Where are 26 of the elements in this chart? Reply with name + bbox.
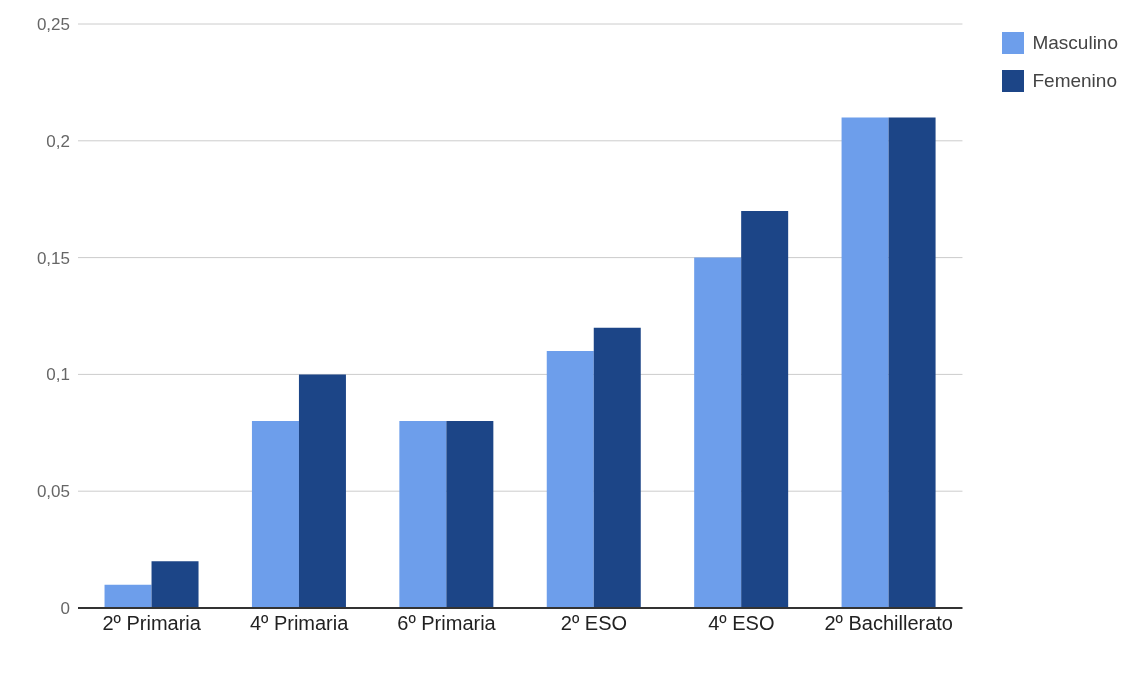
bar [841, 117, 889, 608]
bar [888, 117, 936, 608]
x-tick-label: 6º Primaria [397, 612, 497, 635]
bar [298, 374, 346, 608]
bar [694, 257, 742, 608]
bar [104, 584, 152, 608]
y-tick-label: 0,2 [46, 131, 70, 151]
bar [446, 421, 494, 608]
x-tick-label: 2º Bachillerato [824, 612, 953, 635]
y-tick-label: 0,1 [46, 365, 70, 385]
bar [251, 421, 299, 608]
bar [741, 210, 789, 608]
legend-label: Masculino [1032, 31, 1118, 55]
bar [399, 421, 447, 608]
y-tick-label: 0,15 [36, 248, 70, 268]
x-tick-label: 4º ESO [708, 612, 775, 635]
y-tick-label: 0 [60, 599, 70, 619]
bar [151, 561, 199, 608]
bar [546, 351, 594, 608]
x-tick-label: 2º Primaria [102, 612, 202, 635]
bar [593, 327, 641, 608]
legend-label: Femenino [1032, 69, 1117, 93]
x-tick-label: 2º ESO [560, 612, 628, 635]
y-tick-label: 0,05 [36, 482, 70, 502]
x-tick-label: 4º Primaria [249, 612, 350, 635]
y-tick-label: 0,25 [36, 15, 70, 35]
